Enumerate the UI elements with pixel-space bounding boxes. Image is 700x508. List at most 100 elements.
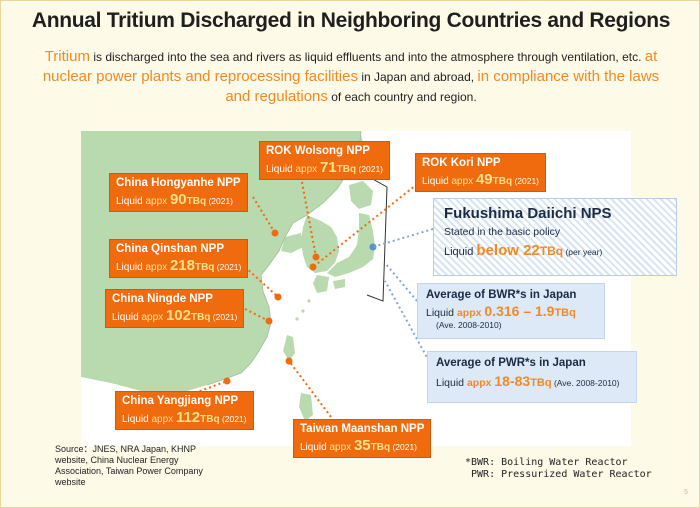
unit-label: TBq (539, 244, 564, 258)
qinshan-value: 218 (169, 257, 195, 274)
year-label: (2021) (206, 196, 234, 206)
unit-label: TBq (370, 442, 391, 453)
pwr-name: Average of PWR*s in Japan (436, 357, 586, 369)
appx-label: appx (456, 307, 485, 319)
coastline (206, 130, 362, 386)
unit-label: TBq (530, 377, 552, 389)
ryukyu-island (301, 309, 305, 313)
shandong (281, 233, 303, 253)
honshu (327, 213, 375, 277)
ningde-label: China Ningde NPP Liquid appx 102TBq (202… (105, 289, 245, 328)
yangjiang-label: China Yangjiang NPP Liquid appx 112TBq (… (115, 391, 254, 430)
kori-name: ROK Kori NPP (422, 157, 501, 169)
maanshan-marker (285, 357, 293, 365)
pwr-label: Average of PWR*s in Japan Liquid appx 18… (427, 351, 637, 403)
pwr-leader (384, 280, 430, 362)
appx-label: appx (451, 176, 476, 187)
unit-label: TBq (336, 164, 357, 175)
pwr-years: (Ave. 2008-2010) (551, 378, 620, 388)
intro-text-3: of each country and region. (327, 90, 477, 104)
ningde-value: 102 (165, 307, 191, 324)
hongyanhe-marker (271, 229, 279, 237)
bwr-name: Average of BWR*s in Japan (426, 289, 577, 301)
appx-label: appx (151, 414, 176, 425)
year-label: (per year) (563, 247, 603, 257)
maanshan-name: Taiwan Maanshan NPP (300, 423, 425, 435)
kori-leader (312, 180, 422, 268)
liquid-label: Liquid (122, 414, 152, 425)
bwr-leader (384, 262, 418, 302)
maanshan-label: Taiwan Maanshan NPP Liquid appx 35TBq (2… (293, 419, 432, 458)
korean-peninsula (301, 215, 339, 273)
taiwan (283, 335, 295, 361)
intro-text-1: is discharged into the sea and rivers as… (89, 50, 645, 64)
intro-facilities: at nuclear power plants and reprocessing… (42, 48, 658, 85)
intro-compliance: in compliance with the laws and regulati… (225, 68, 660, 105)
fukushima-label: Fukushima Daiichi NPS Stated in the basi… (433, 198, 677, 276)
wolsong-label: ROK Wolsong NPP Liquid appx 71TBq (2021) (259, 141, 391, 180)
bwr-note: *BWR: Boiling Water Reactor (465, 457, 628, 468)
japan-leader-lines (372, 228, 434, 362)
pwr-note: PWR: Pressurized Water Reactor (465, 469, 652, 480)
unit-label: TBq (194, 262, 215, 273)
ningde-name: China Ningde NPP (112, 293, 213, 305)
fukushima-policy: Stated in the basic policy (444, 226, 561, 238)
yangjiang-value: 112 (175, 409, 201, 426)
qinshan-marker (274, 293, 282, 301)
liquid-label: Liquid (444, 246, 477, 258)
ryukyu-island (307, 299, 311, 303)
liquid-label: Liquid (112, 312, 142, 323)
unit-label: TBq (492, 176, 513, 187)
liquid-label: Liquid (300, 442, 330, 453)
hokkaido (349, 181, 373, 209)
intro-tritium: Tritium (44, 48, 90, 65)
liquid-label: Liquid (266, 164, 296, 175)
hongyanhe-name: China Hongyanhe NPP (116, 177, 241, 189)
intro-text-2: in Japan and abroad, (357, 70, 478, 84)
unit-label: TBq (186, 196, 207, 207)
below-label: below (476, 242, 524, 259)
appx-label: appx (145, 262, 170, 273)
intro-text: Tritium is discharged into the sea and r… (31, 47, 671, 107)
fukushima-name: Fukushima Daiichi NPS (444, 205, 612, 222)
wolsong-value: 71 (319, 159, 337, 176)
luzon (299, 393, 313, 421)
year-label: (2021) (214, 262, 242, 272)
year-label: (2021) (219, 414, 247, 424)
unit-label: TBq (200, 414, 220, 425)
year-label: (2021) (356, 164, 384, 174)
year-label: (2021) (512, 176, 540, 186)
fukushima-leader (372, 228, 434, 248)
hongyanhe-leader (252, 196, 276, 234)
unit-label: TBq (190, 312, 211, 323)
pwr-value: 18-83 (494, 373, 531, 389)
maanshan-value: 35 (353, 437, 371, 454)
fukushima-marker (369, 243, 377, 251)
qinshan-name: China Qinshan NPP (116, 243, 224, 255)
kyushu (313, 275, 329, 293)
wolsong-leader (300, 176, 317, 258)
fukushima-value: 22 (523, 242, 540, 259)
page-title: Annual Tritium Discharged in Neighboring… (31, 9, 671, 32)
ryukyu-island (295, 317, 299, 321)
liquid-label: Liquid (116, 196, 146, 207)
liquid-label: Liquid (436, 377, 467, 389)
appx-label: appx (466, 377, 495, 389)
wolsong-name: ROK Wolsong NPP (266, 145, 370, 157)
bwr-years: (Ave. 2008-2010) (436, 320, 502, 330)
bwr-label: Average of BWR*s in Japan Liquid appx 0.… (417, 283, 605, 339)
bwr-value: 0.316 – 1.9 (484, 303, 555, 319)
source-note: Source：JNES, NRA Japan, KHNP website, Ch… (55, 444, 203, 487)
appx-label: appx (329, 442, 354, 453)
hongyanhe-label: China Hongyanhe NPP Liquid appx 90TBq (2… (109, 173, 248, 212)
liquid-label: Liquid (422, 176, 452, 187)
shikoku (333, 279, 345, 289)
qinshan-label: China Qinshan NPP Liquid appx 218TBq (20… (109, 239, 249, 278)
yangjiang-marker (223, 377, 231, 385)
page-number: 5 (684, 489, 688, 496)
year-label: (2021) (210, 312, 238, 322)
abbreviation-notes: *BWR: Boiling Water Reactor PWR: Pressur… (465, 457, 652, 481)
appx-label: appx (141, 312, 166, 323)
kori-value: 49 (475, 171, 493, 188)
